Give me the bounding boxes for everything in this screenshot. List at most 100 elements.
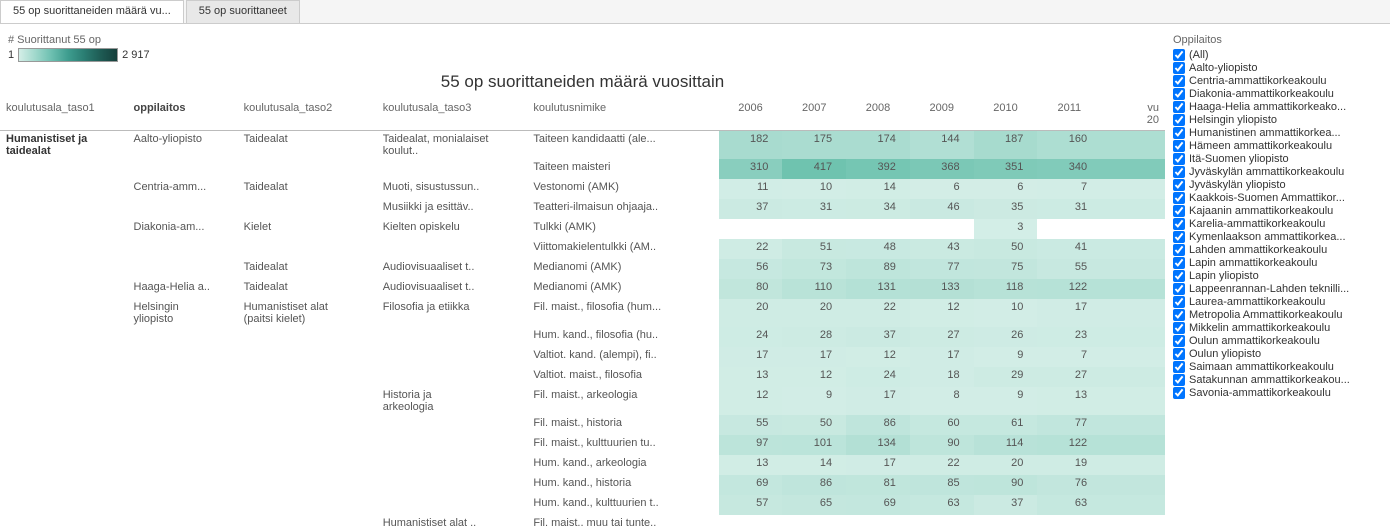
header-year[interactable]: 2010 xyxy=(974,100,1038,131)
cell-value[interactable]: 7 xyxy=(1037,347,1101,367)
cell-value[interactable]: 56 xyxy=(719,259,783,279)
table-row[interactable]: Musiikki ja esittäv..Teatteri-ilmaisun o… xyxy=(0,199,1165,219)
filter-checkbox[interactable] xyxy=(1173,322,1185,334)
cell-value[interactable]: 24 xyxy=(719,327,783,347)
cell-value[interactable]: 86 xyxy=(846,415,910,435)
cell-value[interactable]: 37 xyxy=(974,495,1038,515)
cell-value[interactable]: 6 xyxy=(974,179,1038,199)
cell-value[interactable]: 10 xyxy=(974,299,1038,327)
cell-value[interactable]: 9 xyxy=(782,387,846,415)
cell-value[interactable]: 12 xyxy=(719,387,783,415)
cell-value[interactable]: 69 xyxy=(719,475,783,495)
filter-checkbox[interactable] xyxy=(1173,62,1185,74)
filter-checkbox[interactable] xyxy=(1173,387,1185,399)
cell-value[interactable]: 392 xyxy=(846,159,910,179)
filter-checkbox[interactable] xyxy=(1173,348,1185,360)
cell-value[interactable]: 35 xyxy=(974,199,1038,219)
filter-checkbox[interactable] xyxy=(1173,127,1185,139)
cell-value[interactable]: 60 xyxy=(910,415,974,435)
table-row[interactable]: Historia jaarkeologiaFil. maist., arkeol… xyxy=(0,387,1165,415)
filter-item[interactable]: Lappeenrannan-Lahden teknilli... xyxy=(1173,282,1382,295)
cell-value[interactable]: 12 xyxy=(910,299,974,327)
filter-item[interactable]: Hämeen ammattikorkeakoulu xyxy=(1173,139,1382,152)
cell-value[interactable]: 17 xyxy=(719,347,783,367)
cell-value[interactable]: 101 xyxy=(782,435,846,455)
cell-value[interactable]: 22 xyxy=(719,239,783,259)
cell-value[interactable]: 3 xyxy=(974,219,1038,239)
cell-value[interactable]: 51 xyxy=(782,239,846,259)
cell-value[interactable]: 351 xyxy=(974,159,1038,179)
cell-value[interactable]: 22 xyxy=(846,299,910,327)
cell-value[interactable]: 37 xyxy=(719,199,783,219)
cell-value[interactable]: 63 xyxy=(1037,495,1101,515)
cell-value[interactable]: 310 xyxy=(719,159,783,179)
cell-value[interactable]: 114 xyxy=(974,435,1038,455)
filter-item[interactable]: Kaakkois-Suomen Ammattikor... xyxy=(1173,191,1382,204)
cell-value[interactable]: 29 xyxy=(974,367,1038,387)
table-row[interactable]: Hum. kand., arkeologia131417222019 xyxy=(0,455,1165,475)
cell-value[interactable]: 31 xyxy=(782,199,846,219)
cell-value[interactable]: 122 xyxy=(1037,435,1101,455)
table-row[interactable]: Valtiot. maist., filosofia131224182927 xyxy=(0,367,1165,387)
cell-value[interactable]: 22 xyxy=(910,455,974,475)
tab-active[interactable]: 55 op suorittaneiden määrä vu... xyxy=(0,0,184,23)
cell-value[interactable]: 41 xyxy=(1037,239,1101,259)
table-row[interactable]: Centria-amm...TaidealatMuoti, sisustussu… xyxy=(0,179,1165,199)
table-row[interactable]: Hum. kand., historia698681859076 xyxy=(0,475,1165,495)
cell-value[interactable] xyxy=(782,515,846,526)
header-year[interactable]: 2011 xyxy=(1037,100,1101,131)
cell-value[interactable]: 75 xyxy=(974,259,1038,279)
cell-value[interactable]: 17 xyxy=(846,455,910,475)
cell-value[interactable]: 90 xyxy=(910,435,974,455)
tab-secondary[interactable]: 55 op suorittaneet xyxy=(186,0,300,23)
cell-value[interactable]: 368 xyxy=(910,159,974,179)
cell-value[interactable]: 86 xyxy=(782,475,846,495)
table-row[interactable]: Taiteen maisteri310417392368351340 xyxy=(0,159,1165,179)
cell-value[interactable]: 134 xyxy=(846,435,910,455)
header-taso2[interactable]: koulutusala_taso2 xyxy=(238,100,377,131)
table-row[interactable]: Diakonia-am...KieletKielten opiskeluTulk… xyxy=(0,219,1165,239)
cell-value[interactable]: 340 xyxy=(1037,159,1101,179)
filter-checkbox[interactable] xyxy=(1173,374,1185,386)
cell-value[interactable]: 14 xyxy=(782,455,846,475)
cell-value[interactable]: 55 xyxy=(1037,259,1101,279)
filter-checkbox[interactable] xyxy=(1173,218,1185,230)
header-taso3[interactable]: koulutusala_taso3 xyxy=(377,100,528,131)
header-year[interactable]: 2006 xyxy=(719,100,783,131)
cell-value[interactable]: 417 xyxy=(782,159,846,179)
cell-value[interactable]: 131 xyxy=(846,279,910,299)
cell-value[interactable]: 57 xyxy=(719,495,783,515)
cell-value[interactable]: 28 xyxy=(782,327,846,347)
cell-value[interactable]: 133 xyxy=(910,279,974,299)
table-row[interactable]: TaidealatAudiovisuaaliset t..Medianomi (… xyxy=(0,259,1165,279)
filter-checkbox[interactable] xyxy=(1173,101,1185,113)
cell-value[interactable]: 37 xyxy=(846,327,910,347)
filter-checkbox[interactable] xyxy=(1173,296,1185,308)
filter-checkbox[interactable] xyxy=(1173,166,1185,178)
cell-value[interactable]: 174 xyxy=(846,131,910,160)
filter-checkbox[interactable] xyxy=(1173,153,1185,165)
table-row[interactable]: Haaga-Helia a..TaidealatAudiovisuaaliset… xyxy=(0,279,1165,299)
filter-checkbox[interactable] xyxy=(1173,309,1185,321)
header-taso1[interactable]: koulutusala_taso1 xyxy=(0,100,128,131)
cell-value[interactable]: 63 xyxy=(910,495,974,515)
filter-checkbox[interactable] xyxy=(1173,179,1185,191)
filter-checkbox[interactable] xyxy=(1173,88,1185,100)
cell-value[interactable] xyxy=(910,515,974,526)
table-row[interactable]: Fil. maist., kulttuurien tu..97101134901… xyxy=(0,435,1165,455)
table-row[interactable]: Humanistiset jataidealatAalto-yliopistoT… xyxy=(0,131,1165,160)
filter-item[interactable]: Jyväskylän ammattikorkeakoulu xyxy=(1173,165,1382,178)
cell-value[interactable]: 187 xyxy=(974,131,1038,160)
filter-item[interactable]: Satakunnan ammattikorkeakou... xyxy=(1173,373,1382,386)
table-row[interactable]: Fil. maist., historia555086606177 xyxy=(0,415,1165,435)
filter-item[interactable]: Jyväskylän yliopisto xyxy=(1173,178,1382,191)
cell-value[interactable] xyxy=(719,219,783,239)
filter-item[interactable]: Kajaanin ammattikorkeakoulu xyxy=(1173,204,1382,217)
cell-value[interactable]: 24 xyxy=(846,367,910,387)
filter-checkbox[interactable] xyxy=(1173,257,1185,269)
filter-item[interactable]: Aalto-yliopisto xyxy=(1173,61,1382,74)
header-year[interactable]: 2009 xyxy=(910,100,974,131)
cell-value[interactable]: 12 xyxy=(782,367,846,387)
filter-item[interactable]: (All) xyxy=(1173,48,1382,61)
cell-value[interactable] xyxy=(1037,219,1101,239)
